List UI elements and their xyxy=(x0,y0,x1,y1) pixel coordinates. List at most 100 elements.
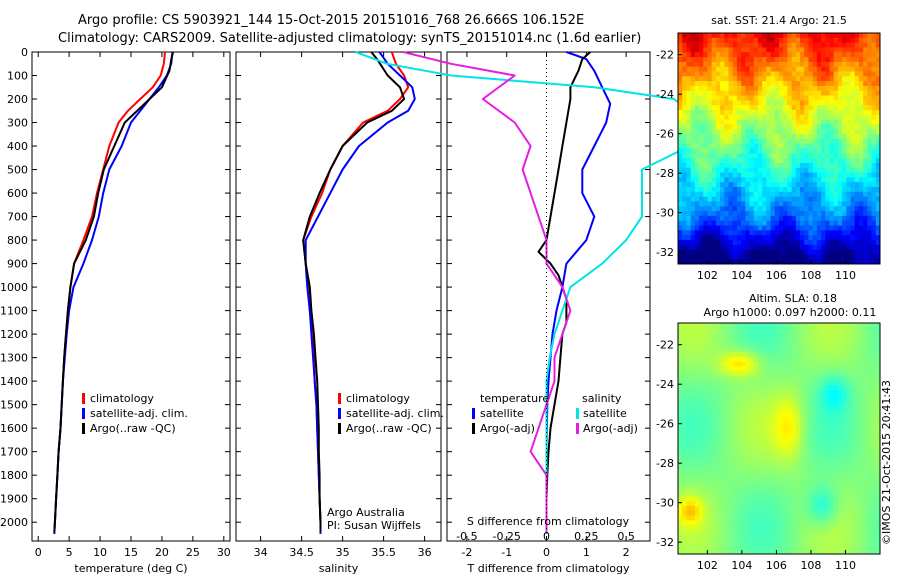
sla-cell xyxy=(728,404,734,411)
sla-cell xyxy=(694,380,700,386)
sla-cell xyxy=(795,467,801,473)
sla-cell xyxy=(682,380,687,386)
sla-cell xyxy=(787,371,793,377)
sst-cell xyxy=(736,177,742,183)
sst-cell xyxy=(858,206,864,212)
sla-cell xyxy=(686,337,692,343)
sla-cell xyxy=(863,534,868,540)
sst-cell xyxy=(812,37,818,44)
sst-cell xyxy=(703,105,708,111)
sla-cell xyxy=(707,428,713,435)
sst-cell xyxy=(774,191,780,198)
sst-cell xyxy=(779,172,784,178)
sla-cell xyxy=(686,549,692,555)
sst-cell xyxy=(682,61,687,68)
sla-cell xyxy=(812,481,818,488)
sst-cell xyxy=(875,85,881,92)
sla-cell xyxy=(825,390,830,396)
sst-cell xyxy=(833,37,839,44)
sst-cell xyxy=(728,196,734,202)
sst-cell xyxy=(757,187,763,193)
sla-cell xyxy=(829,534,835,540)
sla-cell xyxy=(833,534,839,540)
sst-cell xyxy=(711,90,717,96)
sst-cell xyxy=(720,215,725,222)
sla-cell xyxy=(858,525,864,531)
sla-cell xyxy=(846,525,851,531)
sla-cell xyxy=(816,520,822,526)
sst-cell xyxy=(808,239,814,246)
sla-cell xyxy=(728,356,734,362)
sst-cell xyxy=(749,81,755,87)
sla-cell xyxy=(871,375,877,382)
sst-cell xyxy=(791,100,797,106)
sst-cell xyxy=(800,71,805,77)
sst-cell xyxy=(766,100,771,106)
sst-cell xyxy=(711,129,717,135)
sst-cell xyxy=(816,191,822,198)
sla-cell xyxy=(846,361,851,367)
sla-cell xyxy=(858,491,864,497)
sla-cell xyxy=(783,419,788,425)
sla-cell xyxy=(745,351,750,358)
sst-cell xyxy=(682,119,687,125)
sla-cell xyxy=(821,400,826,406)
sst-cell xyxy=(732,225,738,231)
sst-cell xyxy=(766,244,771,250)
sla-cell xyxy=(678,385,683,391)
sst-cell xyxy=(774,42,780,48)
sla-cell xyxy=(774,472,780,478)
sla-cell xyxy=(837,385,843,391)
sla-cell xyxy=(715,496,721,502)
sst-cell xyxy=(791,259,797,265)
sla-cell xyxy=(833,452,839,459)
sal-legend-label: Argo(..raw -QC) xyxy=(346,422,432,435)
sst-cell xyxy=(854,134,860,140)
sla-cell xyxy=(745,371,750,377)
sla-cell xyxy=(871,472,877,478)
sla-cell xyxy=(732,448,738,454)
sla-cell xyxy=(694,467,700,473)
sst-cell xyxy=(732,119,738,125)
sla-cell xyxy=(745,510,750,516)
sst-cell xyxy=(678,61,683,68)
sst-cell xyxy=(766,90,771,96)
sla-cell xyxy=(694,351,700,358)
sst-cell xyxy=(686,134,692,140)
sla-cell xyxy=(863,366,868,372)
sst-cell xyxy=(791,61,797,68)
sla-cell xyxy=(850,337,856,343)
sst-cell xyxy=(829,100,835,106)
sla-cell xyxy=(821,390,826,396)
sla-cell xyxy=(867,544,872,550)
sla-cell xyxy=(741,477,746,483)
sla-cell xyxy=(690,515,696,521)
sst-cell xyxy=(678,85,683,92)
sst-cell xyxy=(736,172,742,178)
sst-cell xyxy=(736,33,742,39)
sla-cell xyxy=(749,390,755,396)
sst-cell xyxy=(736,201,742,207)
sst-cell xyxy=(816,182,822,188)
sla-cell xyxy=(858,549,864,555)
sla-cell xyxy=(766,534,771,540)
sla-cell xyxy=(783,428,788,435)
sst-cell xyxy=(783,61,788,68)
sst-cell xyxy=(757,134,763,140)
sla-cell xyxy=(875,544,881,550)
sla-cell xyxy=(875,351,881,358)
sal-legend-label: climatology xyxy=(346,392,410,405)
sst-cell xyxy=(850,129,856,135)
sst-cell xyxy=(795,153,801,159)
copyright-stamp: ©IMOS 21-Oct-2015 20:41:43 xyxy=(880,379,893,545)
sst-cell xyxy=(842,114,847,121)
sst-cell xyxy=(770,225,776,231)
sla-cell xyxy=(690,491,696,497)
sst-cell xyxy=(875,244,881,250)
sst-cell xyxy=(812,76,818,82)
sst-cell xyxy=(867,42,872,48)
sst-cell xyxy=(732,167,738,173)
sst-cell xyxy=(812,196,818,202)
sst-cell xyxy=(816,114,822,121)
sla-cell xyxy=(766,337,771,343)
